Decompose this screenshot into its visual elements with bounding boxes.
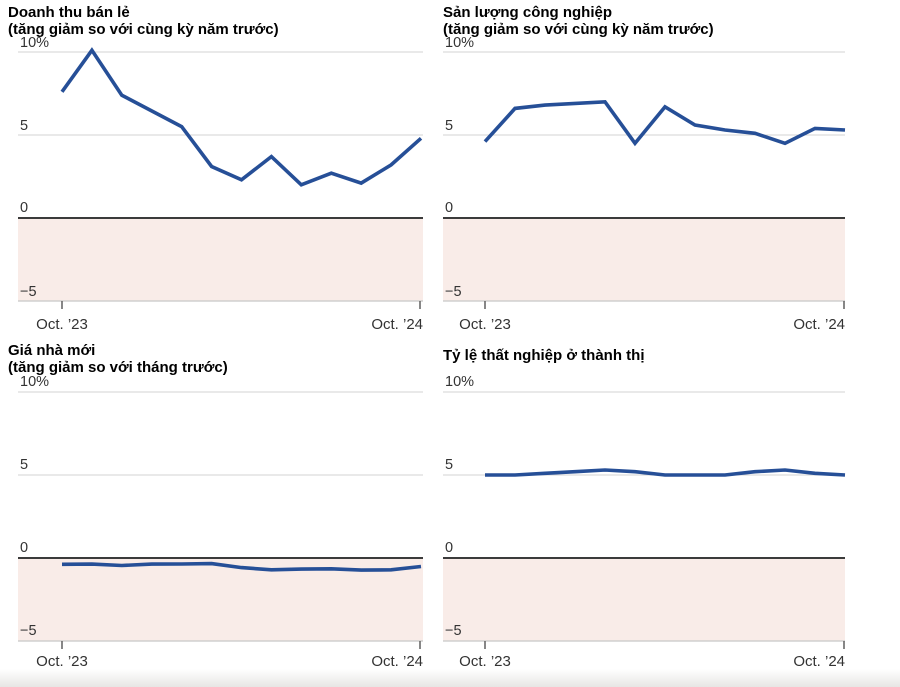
- y-tick-label-5: 5: [445, 118, 454, 134]
- negative-region-urban-unemployment: [443, 559, 845, 641]
- x-tick-label-oct23: Oct. ’23: [459, 653, 511, 670]
- data-line-urban-unemployment: [485, 468, 846, 477]
- negative-region-retail-sales: [18, 219, 423, 301]
- chart-title-new-home-prices: Giá nhà mới: [8, 342, 96, 359]
- data-line-new-home-prices: [61, 561, 422, 572]
- chart-subtitle-industrial-output: (tăng giảm so với cùng kỳ năm trước): [443, 21, 714, 38]
- chart-title-urban-unemployment: Tỷ lệ thất nghiệp ở thành thị: [443, 347, 645, 364]
- chart-title-industrial-output: Sản lượng công nghiệp: [443, 4, 613, 21]
- y-tick-label-0: 0: [445, 540, 454, 556]
- chart-title-retail-sales: Doanh thu bán lẻ: [8, 4, 130, 21]
- y-tick-label-neg5: −5: [20, 284, 37, 300]
- data-line-industrial-output: [483, 99, 846, 147]
- y-tick-label-0: 0: [445, 200, 454, 216]
- y-tick-label-neg5: −5: [445, 284, 462, 300]
- chart-subtitle-retail-sales: (tăng giảm so với cùng kỳ năm trước): [8, 21, 279, 38]
- y-tick-label-10pct: 10%: [445, 374, 475, 390]
- y-tick-label-5: 5: [20, 118, 29, 134]
- y-tick-label-10pct: 10%: [445, 35, 475, 51]
- y-tick-label-5: 5: [20, 457, 29, 473]
- negative-region-industrial-output: [443, 219, 845, 301]
- y-tick-label-neg5: −5: [445, 623, 462, 639]
- y-tick-label-10pct: 10%: [20, 35, 50, 51]
- y-tick-label-neg5: −5: [20, 623, 37, 639]
- x-tick-label-oct24: Oct. ’24: [371, 316, 423, 333]
- y-tick-label-10pct: 10%: [20, 374, 50, 390]
- chart-subtitle-new-home-prices: (tăng giảm so với tháng trước): [8, 359, 228, 376]
- y-tick-label-5: 5: [445, 457, 454, 473]
- x-tick-label-oct23: Oct. ’23: [459, 316, 511, 333]
- y-tick-label-0: 0: [20, 540, 29, 556]
- data-line-retail-sales: [60, 47, 423, 187]
- page-fold-gradient: [0, 669, 900, 687]
- x-tick-label-oct23: Oct. ’23: [36, 653, 88, 670]
- y-tick-label-0: 0: [20, 200, 29, 216]
- x-tick-label-oct24: Oct. ’24: [793, 316, 845, 333]
- x-tick-label-oct24: Oct. ’24: [371, 653, 423, 670]
- negative-region-new-home-prices: [18, 559, 423, 641]
- x-tick-label-oct24: Oct. ’24: [793, 653, 845, 670]
- x-tick-label-oct23: Oct. ’23: [36, 316, 88, 333]
